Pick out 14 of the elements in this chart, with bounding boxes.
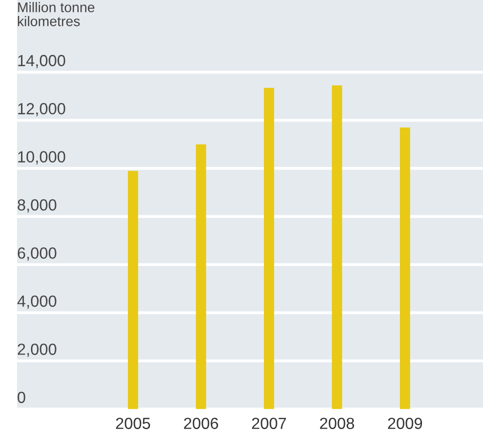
- y-tick-label: 2,000: [18, 344, 56, 357]
- y-axis-title: Million tonne kilometres: [18, 2, 94, 26]
- x-tick-label: 2008: [320, 418, 354, 430]
- y-tick-label: 14,000: [18, 54, 66, 68]
- x-tick-label: 2006: [184, 418, 218, 430]
- y-tick-label: 6,000: [18, 247, 56, 261]
- y-tick-label: 12,000: [18, 103, 66, 116]
- y-tick-label: 4,000: [17, 296, 56, 309]
- x-tick-label: 2009: [388, 418, 422, 430]
- y-tick-label: 0: [18, 392, 26, 404]
- x-tick-label: 2005: [116, 418, 150, 430]
- y-tick-label: 10,000: [18, 151, 66, 164]
- x-tick-label: 2007: [252, 418, 286, 430]
- y-tick-label: 8,000: [18, 199, 56, 212]
